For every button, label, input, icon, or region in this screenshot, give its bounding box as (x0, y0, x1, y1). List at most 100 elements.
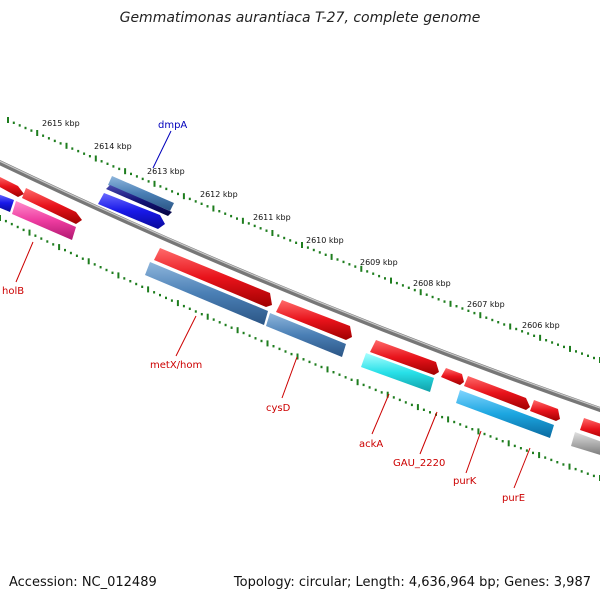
ruler-dot (42, 134, 45, 137)
gene-feature[interactable] (0, 194, 14, 212)
gene-feature[interactable] (571, 432, 600, 458)
ruler-dot (501, 440, 504, 443)
ruler-dot (545, 339, 548, 342)
gene-cysD[interactable] (266, 313, 346, 357)
gene-dmpA-track[interactable] (108, 176, 174, 211)
ruler-major-tick (539, 334, 542, 341)
ruler-dot (118, 167, 121, 171)
ruler-major-tick (176, 300, 179, 307)
ruler-dot (289, 239, 292, 242)
gene-dmpA[interactable] (106, 185, 172, 216)
ruler-dot (544, 456, 547, 459)
gene-purE[interactable] (530, 400, 560, 421)
ruler-major-tick (538, 452, 541, 459)
ruler-dot (532, 451, 534, 455)
gene-feature[interactable] (0, 176, 24, 197)
ruler-dot (563, 345, 565, 349)
ruler-dot (47, 137, 50, 140)
ruler-major-tick (36, 130, 39, 136)
gene-feature[interactable] (456, 390, 554, 438)
gene-feature[interactable] (98, 193, 165, 229)
ruler-dot (455, 305, 458, 308)
ruler-dot (170, 299, 173, 302)
gene-label-purE: purE (502, 493, 525, 504)
ruler-dot (562, 463, 565, 466)
ruler-major-tick (94, 155, 97, 162)
ruler-dot (551, 341, 554, 344)
ruler-dot (260, 339, 263, 343)
ruler-dot (354, 265, 357, 268)
ruler-dot (318, 251, 321, 254)
gene-feature[interactable] (361, 353, 434, 392)
ruler-dot (336, 258, 339, 261)
ruler-dot (398, 398, 401, 402)
tick-label-2609: 2609 kbp (360, 258, 398, 267)
ruler-dot (194, 200, 197, 203)
gene-label-purK: purK (453, 476, 477, 487)
ruler-dot (459, 423, 462, 426)
ruler-major-tick (390, 277, 392, 284)
ruler-major-tick (449, 300, 452, 307)
ruler-dot (295, 241, 298, 244)
ruler-dot (308, 360, 311, 364)
ruler-major-tick (569, 345, 571, 352)
ruler-dot (306, 246, 309, 249)
ruler-dot (141, 285, 144, 288)
ruler-major-tick (266, 340, 269, 347)
ruler-major-tick (182, 193, 185, 200)
ruler-dot (123, 277, 126, 280)
ruler-dot (401, 284, 404, 287)
ruler-dot (81, 257, 84, 260)
tick-label-2612: 2612 kbp (200, 190, 238, 199)
reverse-strand-genes (0, 176, 600, 458)
ruler-major-tick (477, 428, 480, 435)
gene-feature[interactable] (580, 418, 600, 440)
ruler-dot (200, 202, 203, 205)
ruler-dot (52, 243, 55, 246)
gene-feature[interactable] (22, 188, 82, 224)
ruler-dot (581, 352, 583, 355)
ruler-major-tick (356, 379, 359, 386)
ruler-dot (24, 126, 27, 130)
genome-backbone (0, 160, 600, 413)
gene-label-holB: holB (2, 286, 24, 297)
ruler-dot (550, 458, 553, 462)
ruler-dot (182, 304, 185, 308)
ruler-major-tick (419, 289, 422, 296)
ruler-dot (71, 147, 74, 150)
gene-holB[interactable] (12, 201, 76, 240)
gene-purK[interactable] (464, 376, 530, 410)
genome-backbone-highlight (0, 160, 600, 409)
ruler-dot (259, 227, 262, 230)
ruler-major-tick (386, 391, 389, 398)
ruler-dot (483, 432, 486, 436)
ruler-major-tick (330, 253, 333, 260)
label-connectors (15, 130, 531, 489)
ruler-dot (59, 142, 62, 145)
ruler-major-tick (7, 117, 9, 123)
gene-GAU_2220[interactable] (441, 368, 464, 385)
kbp-labels: 2615 kbp 2614 kbp 2613 kbp 2612 kbp 2611… (42, 119, 560, 330)
ruler-dot (12, 121, 15, 124)
gene-metX-hom[interactable] (145, 262, 268, 325)
ruler-dot (130, 172, 132, 176)
ruler-major-tick (416, 404, 419, 411)
ruler-dot (320, 365, 323, 369)
ruler-dot (513, 444, 516, 448)
gene-labels: dmpA holB metX/hom cysD ackA GAU_2220 pu… (2, 120, 525, 504)
ruler-dot (344, 376, 347, 379)
ruler-major-tick (65, 142, 68, 149)
ruler-dot (495, 437, 498, 440)
ruler-dot (284, 350, 287, 353)
ruler-dot (525, 449, 528, 452)
tick-label-2615: 2615 kbp (42, 119, 80, 128)
ruler-dot (574, 467, 577, 471)
ruler-dot (194, 310, 197, 313)
ruler-dot (165, 296, 167, 300)
ruler-major-tick (206, 313, 209, 320)
ruler-dot (218, 210, 221, 213)
gene-ackA[interactable] (370, 340, 439, 375)
gene-feature[interactable] (276, 300, 352, 340)
ruler-dot (527, 332, 530, 335)
gene-feature[interactable] (154, 248, 272, 307)
